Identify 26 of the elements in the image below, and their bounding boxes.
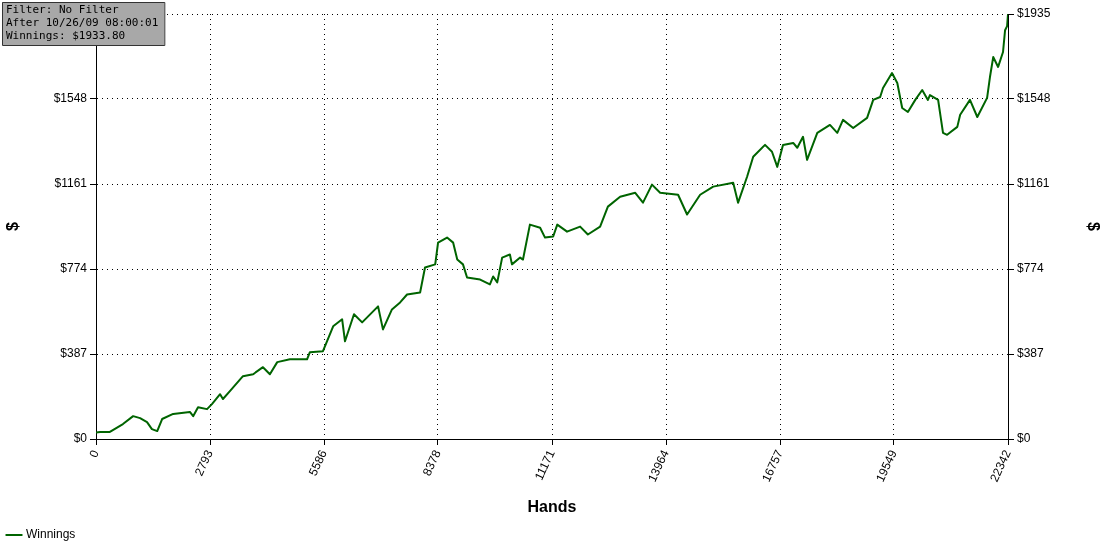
y2-tick-label: $1935: [1017, 6, 1051, 21]
x-tick-label: 11171: [531, 447, 558, 483]
annotation: After 10/26/09 08:00:01: [6, 16, 159, 30]
x-tick-label: 13964: [644, 447, 672, 484]
x-tick-label: 5586: [305, 447, 330, 478]
annotation: Winnings: $1933.80: [6, 29, 126, 43]
x-axis-title: Hands: [527, 497, 577, 515]
x-tick-label: 2793: [191, 447, 216, 478]
y-tick-label: $0: [73, 431, 88, 446]
y2-tick-label: $1548: [1017, 91, 1051, 106]
y2-tick-label: $774: [1017, 261, 1045, 276]
legend-label: Winnings: [26, 527, 76, 542]
x-tick-label: 8378: [419, 447, 444, 478]
y-tick-label: $1161: [54, 176, 88, 191]
y-tick-label: $1548: [53, 91, 88, 106]
y2-tick-label: $0: [1017, 431, 1031, 446]
x-tick-label: 0: [86, 447, 102, 460]
y-tick-label: $387: [60, 346, 88, 361]
y-axis-title: $: [4, 221, 22, 231]
x-tick-label: 19549: [872, 447, 900, 484]
y2-tick-label: $387: [1017, 346, 1045, 361]
y2-tick-label: $1161: [1017, 176, 1050, 191]
y2-axis-title: $: [1084, 222, 1102, 232]
annotation: Filter: No Filter: [6, 3, 119, 17]
y-tick-label: $774: [60, 261, 88, 276]
x-tick-label: 16757: [758, 447, 786, 484]
